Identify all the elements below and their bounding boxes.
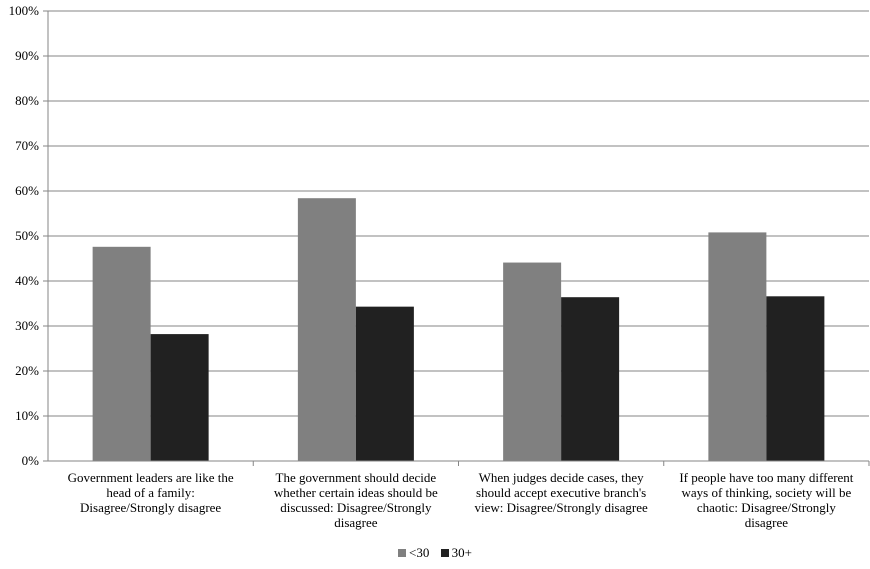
y-tick-label: 50% xyxy=(15,228,39,243)
bar-under-30-1 xyxy=(92,246,151,461)
y-tick-label: 0% xyxy=(22,453,40,468)
bar-30-plus-2 xyxy=(355,306,414,461)
y-axis: 0% 10% 20% 30% 40% 50% 60% 70% 80% 90% 100% xyxy=(9,3,49,468)
y-tick-label: 20% xyxy=(15,363,39,378)
bar-30-plus-3 xyxy=(561,297,620,461)
y-tick-label: 70% xyxy=(15,138,39,153)
legend-item-under-30: <30 xyxy=(398,545,429,561)
y-tick-label: 30% xyxy=(15,318,39,333)
x-category-label: The government should decide whether cert… xyxy=(274,470,438,530)
y-tick-label: 40% xyxy=(15,273,39,288)
x-category-label: When judges decide cases, they should acc… xyxy=(474,470,648,515)
legend-swatch-30-plus xyxy=(440,549,449,557)
bar-under-30-3 xyxy=(503,262,562,461)
y-tick-label: 90% xyxy=(15,48,39,63)
y-tick-label: 100% xyxy=(9,3,40,18)
y-tick-label: 10% xyxy=(15,408,39,423)
bar-under-30-4 xyxy=(708,232,767,461)
bars xyxy=(92,198,825,461)
bar-under-30-2 xyxy=(297,198,356,461)
legend-label-30-plus: 30+ xyxy=(451,545,472,560)
x-category-label: Government leaders are like the head of a… xyxy=(68,470,234,515)
legend-label-under-30: <30 xyxy=(409,545,430,560)
legend-item-30-plus: 30+ xyxy=(440,545,472,561)
legend: <30 30+ xyxy=(0,545,870,561)
bar-30-plus-4 xyxy=(766,296,825,461)
x-axis: Government leaders are like the head of a… xyxy=(43,460,870,530)
y-tick-label: 80% xyxy=(15,93,39,108)
legend-swatch-under-30 xyxy=(398,549,407,557)
y-tick-label: 60% xyxy=(15,183,39,198)
bar-30-plus-1 xyxy=(150,334,209,461)
x-category-label: If people have too many different ways of… xyxy=(679,470,853,530)
